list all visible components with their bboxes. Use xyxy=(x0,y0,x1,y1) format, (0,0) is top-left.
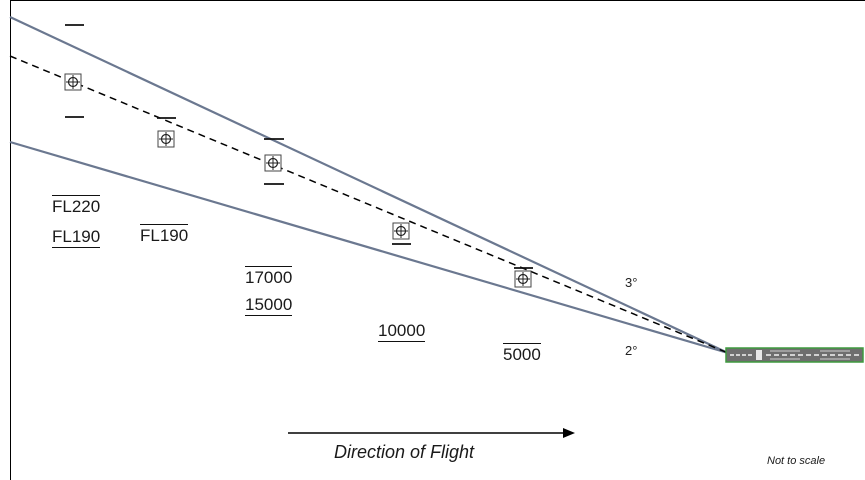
waypoint-2 xyxy=(157,130,175,148)
waypoint-4 xyxy=(392,222,410,240)
angle-label-3deg: 3° xyxy=(625,275,638,290)
alt-label-fl190-over: FL190 xyxy=(140,224,189,245)
alt-label-fl220: FL220 xyxy=(52,195,101,216)
waypoint-1 xyxy=(64,73,82,91)
top-border xyxy=(10,0,865,1)
runway xyxy=(725,347,864,363)
direction-of-flight-label: Direction of Flight xyxy=(334,442,475,462)
alt-label-5000: 5000 xyxy=(503,343,541,364)
waypoint-5 xyxy=(514,270,532,288)
alt-label-fl190-under: FL190 xyxy=(52,227,101,248)
waypoint-3 xyxy=(264,154,282,172)
left-border xyxy=(10,0,11,480)
angle-label-2deg: 2° xyxy=(625,343,638,358)
not-to-scale-note: Not to scale xyxy=(767,455,826,467)
upper-glide-line xyxy=(9,16,729,354)
direction-arrow xyxy=(288,428,575,438)
lower-glide-line xyxy=(9,140,729,355)
alt-label-15000: 15000 xyxy=(245,295,293,316)
alt-label-17000: 17000 xyxy=(245,266,293,287)
dashed-flight-path xyxy=(9,55,729,354)
alt-label-10000: 10000 xyxy=(378,321,426,342)
